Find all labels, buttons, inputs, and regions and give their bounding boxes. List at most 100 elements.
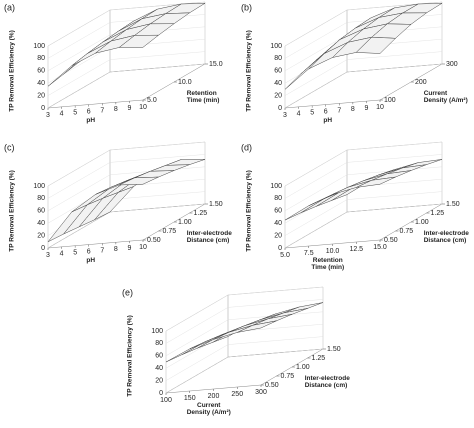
surface-cell: [283, 302, 324, 314]
z-tick-label: 40: [37, 220, 45, 227]
y-tick-label: 0.50: [384, 237, 398, 244]
side-wall: [284, 149, 348, 249]
x-tick-label: 4: [60, 111, 64, 118]
z-axis-title: TP Removal Efficiency (%): [246, 170, 253, 252]
surface-cell: [150, 164, 190, 172]
x-tick-label: 200: [208, 393, 220, 400]
z-tick-label: 0: [41, 105, 45, 112]
x-tick-label: 5: [73, 250, 77, 257]
x-axis-title: Time (min): [311, 264, 344, 271]
z-tick-label: 40: [37, 80, 45, 87]
z-tick-label: 20: [37, 92, 45, 99]
x-tick-label: 10: [139, 244, 147, 251]
y-axis-title: Distance (cm): [424, 237, 467, 244]
y-tick-label: 1.50: [209, 201, 223, 208]
z-grid-line: [47, 179, 206, 224]
x-axis-title: pH: [86, 257, 95, 264]
x-tick-label: 7.5: [304, 250, 314, 257]
surface-cell: [356, 176, 396, 188]
x-axis-title: pH: [323, 117, 332, 124]
z-grid-line: [47, 141, 206, 187]
z-grid-line: [284, 166, 443, 211]
z-tick-label: 20: [274, 232, 282, 239]
y-axis-title: Distance (cm): [305, 382, 348, 389]
surface-cell: [213, 325, 253, 340]
z-grid-line: [284, 63, 443, 109]
y-tick-label: 5.0: [147, 97, 157, 104]
y-tick-label: 1.25: [431, 210, 445, 217]
surface-cell: [300, 191, 340, 214]
x-axis-title: pH: [86, 117, 95, 124]
x-tick-label: 3: [46, 252, 50, 259]
x-tick-label: 6: [324, 108, 328, 115]
surface-cell: [237, 320, 277, 333]
z-tick-label: 80: [274, 195, 282, 202]
x-axis-title: Current: [197, 402, 221, 409]
z-grid-line: [165, 286, 324, 332]
z-axis-title: TP Removal Efficiency (%): [9, 30, 16, 112]
x-tick-label: 4: [60, 251, 64, 258]
x-tick-label: 8: [114, 246, 118, 253]
panel: (c) 0 20 40 60 80 100 3 4 5 6 7 8 9 100.500.751.001.25…: [4, 141, 233, 264]
x-tick-label: 10: [376, 104, 384, 111]
z-tick-label: 80: [37, 55, 45, 62]
panel-title: (d): [241, 142, 252, 152]
z-grid-line: [284, 203, 443, 249]
x-tick-label: 250: [231, 391, 243, 398]
z-axis-title: TP Removal Efficiency (%): [9, 170, 16, 252]
z-grid-line: [165, 299, 324, 344]
surface-cell: [402, 159, 443, 169]
surface-cell: [119, 176, 159, 186]
y-axis-title: Inter-electrode: [305, 375, 351, 382]
x-tick-label: 7: [100, 107, 104, 114]
y-axis-title: Density (A/m²): [424, 97, 468, 104]
y-tick-label: 1.00: [415, 219, 429, 226]
z-tick-label: 100: [33, 183, 45, 190]
surface-cell: [284, 198, 325, 221]
z-axis-title: TP Removal Efficiency (%): [246, 30, 253, 112]
x-tick-label: 100: [160, 397, 172, 404]
y-tick-label: 1.00: [296, 364, 310, 371]
x-tick-label: 6: [87, 108, 91, 115]
x-tick-label: 5.0: [280, 252, 290, 259]
z-grid-line: [47, 154, 206, 199]
z-grid-line: [284, 179, 443, 224]
panel-title: (b): [241, 2, 252, 12]
z-grid-line: [47, 1, 206, 47]
z-tick-label: 40: [274, 220, 282, 227]
x-tick-label: 12.5: [349, 246, 363, 253]
z-grid-line: [165, 348, 324, 394]
surface-cell: [134, 170, 175, 179]
side-wall: [47, 9, 111, 109]
z-tick-label: 0: [278, 245, 282, 252]
surface-cell: [355, 36, 397, 54]
x-tick-label: 10.0: [326, 248, 340, 255]
x-tick-label: 5: [310, 110, 314, 117]
x-tick-label: 8: [114, 106, 118, 113]
y-axis-title: Inter-electrode: [187, 230, 233, 237]
x-axis-title: Density (A/m²): [187, 409, 231, 416]
x-tick-label: 9: [364, 105, 368, 112]
x-tick-label: 9: [127, 245, 131, 252]
z-tick-label: 100: [151, 328, 163, 335]
x-tick-label: 9: [127, 105, 131, 112]
z-grid-line: [284, 51, 443, 96]
z-grid-line: [284, 154, 443, 199]
z-tick-label: 80: [37, 195, 45, 202]
z-tick-label: 60: [37, 68, 45, 75]
z-grid-line: [47, 26, 206, 71]
z-tick-label: 100: [33, 43, 45, 50]
y-tick-label: 0.50: [147, 237, 161, 244]
z-grid-line: [284, 191, 443, 236]
y-tick-label: 1.25: [194, 210, 208, 217]
y-axis-title: Inter-electrode: [424, 230, 470, 237]
surface-cell: [118, 34, 160, 48]
x-tick-label: 6: [87, 248, 91, 255]
y-axis-title: Current: [424, 90, 448, 97]
y-tick-label: 200: [415, 79, 427, 86]
x-tick-label: 15.0: [373, 244, 387, 251]
y-tick-label: 0.50: [265, 382, 279, 389]
